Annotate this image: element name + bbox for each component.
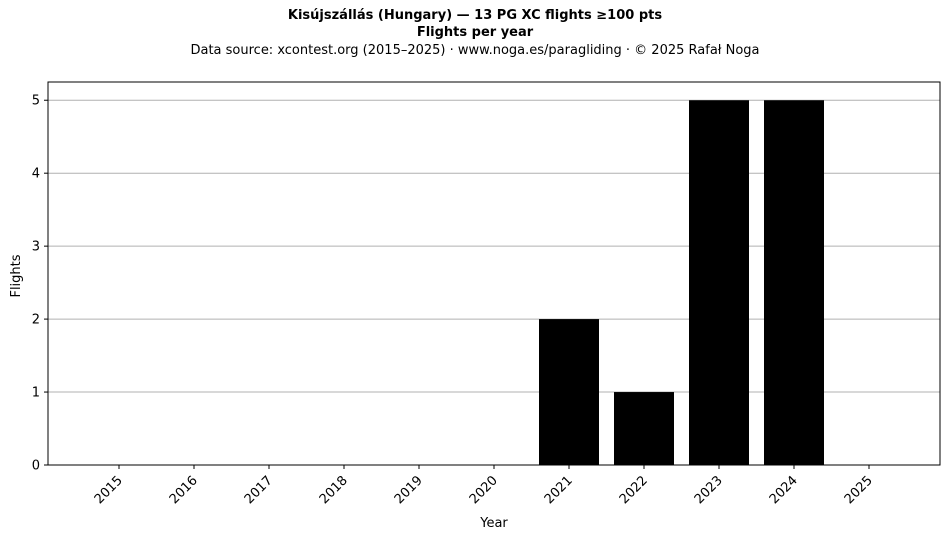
x-tick-label: 2024: [767, 473, 801, 507]
chart-subtitle: Flights per year: [416, 25, 534, 40]
y-tick-label: 5: [32, 94, 40, 109]
bar-2023: [689, 100, 749, 465]
y-tick-label: 1: [32, 386, 40, 401]
x-axis-label: Year: [479, 516, 508, 531]
y-tick-label: 2: [32, 313, 40, 328]
y-axis-label: Flights: [9, 254, 24, 297]
chart-title: Kisújszállás (Hungary) — 13 PG XC flight…: [287, 8, 663, 23]
y-tick-label: 4: [32, 167, 40, 182]
x-tick-label: 2015: [92, 473, 126, 507]
x-axis: 2015 2016 2017 2018 2019 2020 2021 2022 2023 2024…: [92, 465, 876, 507]
bars: [539, 100, 824, 465]
y-axis: 0 1 2 3 4 5: [32, 94, 48, 474]
x-tick-label: 2018: [317, 473, 351, 507]
bar-2024: [764, 100, 824, 465]
bar-2022: [614, 392, 674, 465]
y-tick-label: 3: [32, 240, 40, 255]
x-tick-label: 2016: [167, 473, 201, 507]
x-tick-label: 2019: [392, 473, 426, 507]
x-tick-label: 2022: [617, 473, 651, 507]
x-tick-label: 2020: [467, 473, 501, 507]
x-tick-label: 2025: [842, 473, 876, 507]
bar-2021: [539, 319, 599, 465]
x-tick-label: 2023: [692, 473, 726, 507]
plot-frame: [47, 81, 941, 466]
chart-source-note: Data source: xcontest.org (2015–2025) · …: [190, 43, 760, 58]
x-tick-label: 2017: [242, 473, 276, 507]
x-tick-label: 2021: [542, 473, 576, 507]
y-tick-label: 0: [32, 459, 40, 474]
